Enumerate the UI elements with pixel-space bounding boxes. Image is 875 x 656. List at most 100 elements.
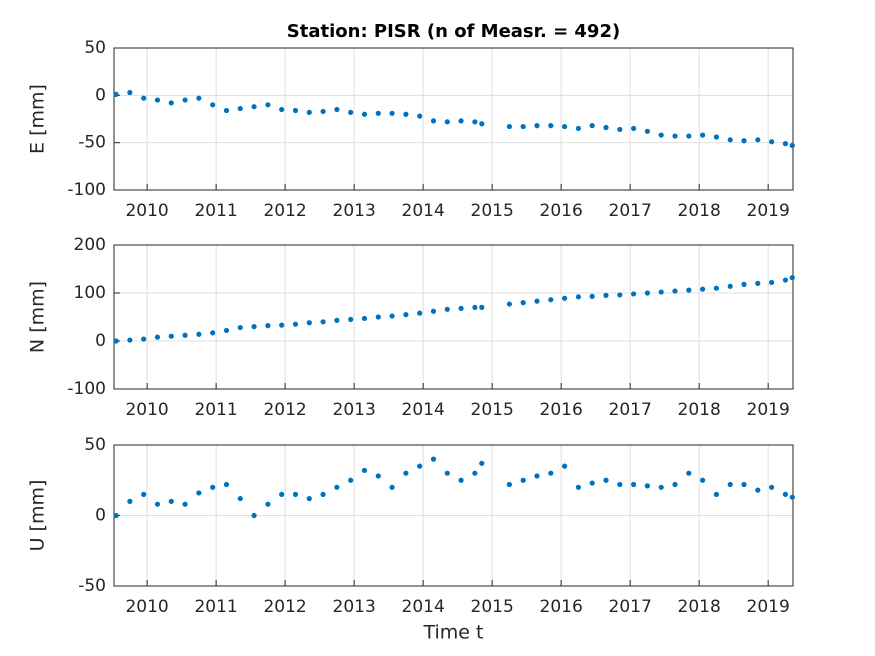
point [589, 123, 595, 129]
point [389, 313, 395, 319]
point [644, 483, 651, 489]
point [741, 281, 747, 287]
point [589, 293, 595, 299]
point [237, 324, 243, 331]
point [506, 481, 512, 488]
point [444, 119, 450, 125]
x-tick-label: 2012 [263, 400, 306, 420]
point [210, 330, 216, 336]
point [769, 484, 775, 490]
point [686, 287, 692, 293]
x-tick-label: 2014 [402, 201, 445, 221]
point [141, 336, 147, 342]
y-axis-label: E [mm] [27, 84, 49, 154]
point [127, 337, 133, 343]
point [631, 291, 637, 297]
point [789, 494, 795, 500]
point [686, 470, 692, 476]
point [168, 100, 174, 106]
point [223, 327, 230, 334]
point [141, 491, 147, 497]
point [506, 123, 512, 130]
point [265, 501, 271, 507]
point [417, 463, 423, 469]
y-tick-label: 0 [95, 331, 106, 351]
point [755, 137, 761, 143]
point [417, 113, 423, 119]
point [334, 106, 340, 113]
point [196, 331, 202, 337]
x-tick-label: 2015 [471, 201, 514, 221]
point [113, 512, 119, 519]
point [320, 491, 326, 497]
point [534, 298, 540, 304]
point [361, 467, 368, 473]
point [741, 138, 747, 144]
y-tick-label: -100 [67, 379, 106, 399]
point [575, 484, 581, 490]
x-tick-label: 2017 [609, 400, 652, 420]
point [279, 322, 285, 328]
point [617, 126, 623, 133]
point [375, 110, 381, 116]
x-tick-label: 2014 [402, 597, 445, 617]
y-tick-label: 200 [74, 235, 106, 255]
point [113, 91, 119, 97]
point [472, 304, 478, 310]
point [479, 121, 485, 127]
y-tick-label: 0 [95, 85, 106, 105]
point [210, 484, 216, 490]
point [334, 317, 340, 323]
point [686, 133, 692, 139]
point [631, 125, 637, 132]
point [672, 288, 678, 294]
x-tick-label: 2014 [402, 400, 445, 420]
point [769, 279, 775, 286]
point [658, 484, 664, 490]
x-tick-label: 2013 [333, 597, 376, 617]
point [444, 470, 450, 476]
point [389, 110, 395, 116]
point [644, 128, 651, 134]
point [727, 137, 733, 143]
point [713, 491, 720, 497]
x-tick-label: 2012 [263, 201, 306, 221]
point [375, 314, 381, 320]
point [306, 320, 312, 326]
point [348, 316, 354, 322]
point [458, 118, 464, 124]
point [472, 470, 478, 476]
point [182, 332, 188, 338]
axes-box [113, 244, 794, 390]
point [292, 491, 299, 497]
point [755, 280, 761, 286]
point [458, 305, 464, 311]
point [320, 108, 326, 115]
x-tick-label: 2018 [678, 597, 721, 617]
point [182, 501, 188, 507]
x-tick-label: 2013 [333, 400, 376, 420]
point [168, 333, 174, 339]
x-tick-label: 2019 [747, 597, 790, 617]
point [375, 473, 381, 479]
point [196, 95, 202, 101]
y-tick-label: -100 [67, 180, 106, 200]
point [458, 477, 464, 483]
x-tick-label: 2011 [194, 400, 237, 420]
point [403, 470, 409, 476]
point [617, 292, 623, 298]
point [561, 463, 568, 469]
x-tick-label: 2010 [125, 400, 168, 420]
point [534, 473, 540, 479]
x-tick-label: 2017 [609, 597, 652, 617]
point [782, 491, 789, 497]
point [520, 300, 526, 306]
y-tick-label: 100 [74, 283, 106, 303]
y-tick-label: 50 [84, 38, 106, 58]
point [603, 292, 609, 298]
point [548, 123, 554, 129]
point [320, 319, 326, 325]
y-tick-label: 50 [84, 435, 106, 455]
point [223, 481, 230, 488]
point [361, 111, 368, 117]
